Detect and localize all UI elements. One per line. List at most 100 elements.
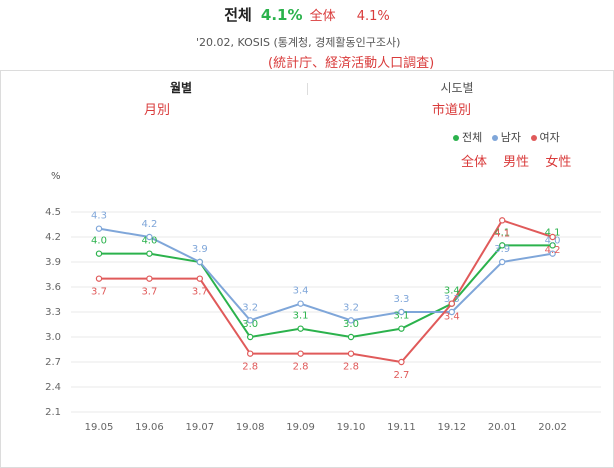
data-point: [196, 275, 203, 282]
legend-annotation: 男性: [503, 155, 530, 170]
data-point: [246, 317, 254, 324]
tab-monthly-annotation: 月別: [144, 103, 171, 118]
x-tick-label: 19.07: [185, 422, 214, 433]
tab-by-region[interactable]: 시도별: [440, 81, 474, 95]
data-label: 3.4: [444, 286, 460, 297]
data-point: [499, 217, 506, 224]
y-tick-label: 3.9: [45, 257, 61, 268]
x-tick-label: 20.01: [488, 422, 517, 433]
source-text: '20.02, KOSIS (통계청, 경제활동인구조사): [196, 36, 401, 49]
data-label: 3.7: [141, 287, 157, 298]
legend-dot-icon: [453, 135, 459, 141]
data-label: 3.7: [91, 287, 107, 298]
data-label: 3.2: [242, 302, 258, 313]
tab-monthly[interactable]: 월별: [169, 81, 193, 95]
data-label: 3.4: [444, 312, 460, 323]
data-label: 3.9: [192, 244, 208, 255]
data-label: 3.0: [242, 319, 258, 330]
y-tick-label: 4.2: [45, 232, 61, 243]
data-point: [499, 242, 506, 249]
x-tick-label: 19.11: [387, 422, 416, 433]
series-line-2: [99, 219, 553, 364]
x-tick-label: 19.10: [337, 422, 366, 433]
x-tick-label: 19.08: [236, 422, 265, 433]
data-point: [146, 233, 153, 241]
tab-bar: 월별 시도별: [1, 71, 613, 111]
data-label: 4.1: [494, 228, 510, 239]
data-point: [196, 258, 203, 266]
data-label: 4.1: [494, 227, 510, 238]
data-point: [549, 233, 556, 241]
y-tick-label: 3.6: [45, 282, 61, 293]
y-tick-label: 2.7: [45, 357, 61, 368]
title-annotation: 全体: [309, 9, 336, 24]
legend-dot-icon: [491, 135, 498, 141]
x-tick-label: 20.02: [538, 422, 567, 433]
legend-item-male[interactable]: 남자: [491, 129, 521, 145]
y-tick-label: 3.0: [45, 332, 61, 343]
legend-annotation: 女性: [545, 155, 572, 170]
series-line-0: [99, 244, 553, 339]
title-row: 전체 4.1% 全体 4.1%: [0, 4, 614, 25]
x-tick-label: 19.05: [85, 422, 114, 433]
data-point: [95, 275, 103, 282]
data-label: 4.0: [141, 236, 157, 247]
data-point: [398, 325, 405, 332]
y-axis-label: %: [51, 171, 61, 182]
data-label: 4.2: [141, 219, 157, 230]
tab-region-annotation: 市道別: [432, 103, 472, 118]
data-point: [146, 250, 153, 257]
data-label: 4.1: [545, 227, 561, 238]
data-point: [246, 333, 254, 341]
x-tick-label: 19.06: [135, 422, 164, 433]
data-label: 3.2: [343, 302, 359, 313]
data-point: [297, 300, 304, 307]
x-tick-label: 19.09: [286, 422, 315, 433]
data-label: 4.3: [91, 211, 107, 222]
data-point: [448, 300, 455, 307]
data-label: 3.3: [393, 294, 409, 305]
x-tick-label: 19.12: [437, 422, 466, 433]
y-tick-label: 2.4: [45, 382, 61, 393]
data-point: [347, 333, 355, 341]
data-point: [549, 242, 556, 249]
source-annotation: (統計庁、経済活動人口調査): [268, 56, 435, 71]
data-point: [297, 350, 304, 357]
data-point: [398, 308, 405, 316]
data-label: 2.8: [343, 362, 359, 373]
tab-divider: [307, 83, 308, 95]
data-point: [297, 325, 304, 332]
data-point: [95, 250, 103, 257]
data-label: 3.1: [293, 311, 309, 322]
page-title: 전체: [224, 6, 252, 24]
legend-label: 전체: [462, 131, 483, 144]
y-tick-label: 3.3: [45, 307, 61, 318]
legend-item-total[interactable]: 전체: [453, 129, 482, 145]
data-label: 3.0: [343, 319, 359, 330]
legend-item-female[interactable]: 여자: [530, 129, 560, 145]
data-point: [398, 358, 405, 366]
data-label: 2.8: [242, 362, 258, 373]
data-label: 3.9: [494, 244, 510, 255]
data-label: 2.8: [293, 362, 309, 373]
data-point: [347, 350, 355, 357]
data-point: [549, 250, 556, 257]
line-chart: % 4.5 4.2 3.9 3.6 3.3 3.0 2.7 2.4 2.1 19.05 19.06 19…: [45, 171, 601, 433]
data-label: 4.0: [91, 236, 107, 247]
y-tick-label: 4.5: [45, 207, 61, 218]
legend-label: 여자: [539, 131, 560, 144]
legend-annotation: 全体: [461, 155, 488, 170]
series-line-1: [98, 227, 553, 322]
data-label: 4.2: [545, 245, 561, 256]
chart-legend: 전체 남자 여자: [447, 129, 560, 145]
data-label: 3.4: [293, 286, 309, 297]
data-point: [246, 350, 254, 357]
data-label: 3.7: [192, 287, 208, 298]
data-point: [95, 225, 103, 232]
legend-annotations: 全体 男性 女性: [461, 151, 583, 170]
data-label: 2.7: [393, 370, 409, 381]
data-point: [499, 258, 506, 266]
y-tick-label: 2.1: [45, 407, 61, 418]
headline-value: 4.1%: [260, 6, 303, 24]
value-annotation: 4.1%: [356, 9, 390, 24]
